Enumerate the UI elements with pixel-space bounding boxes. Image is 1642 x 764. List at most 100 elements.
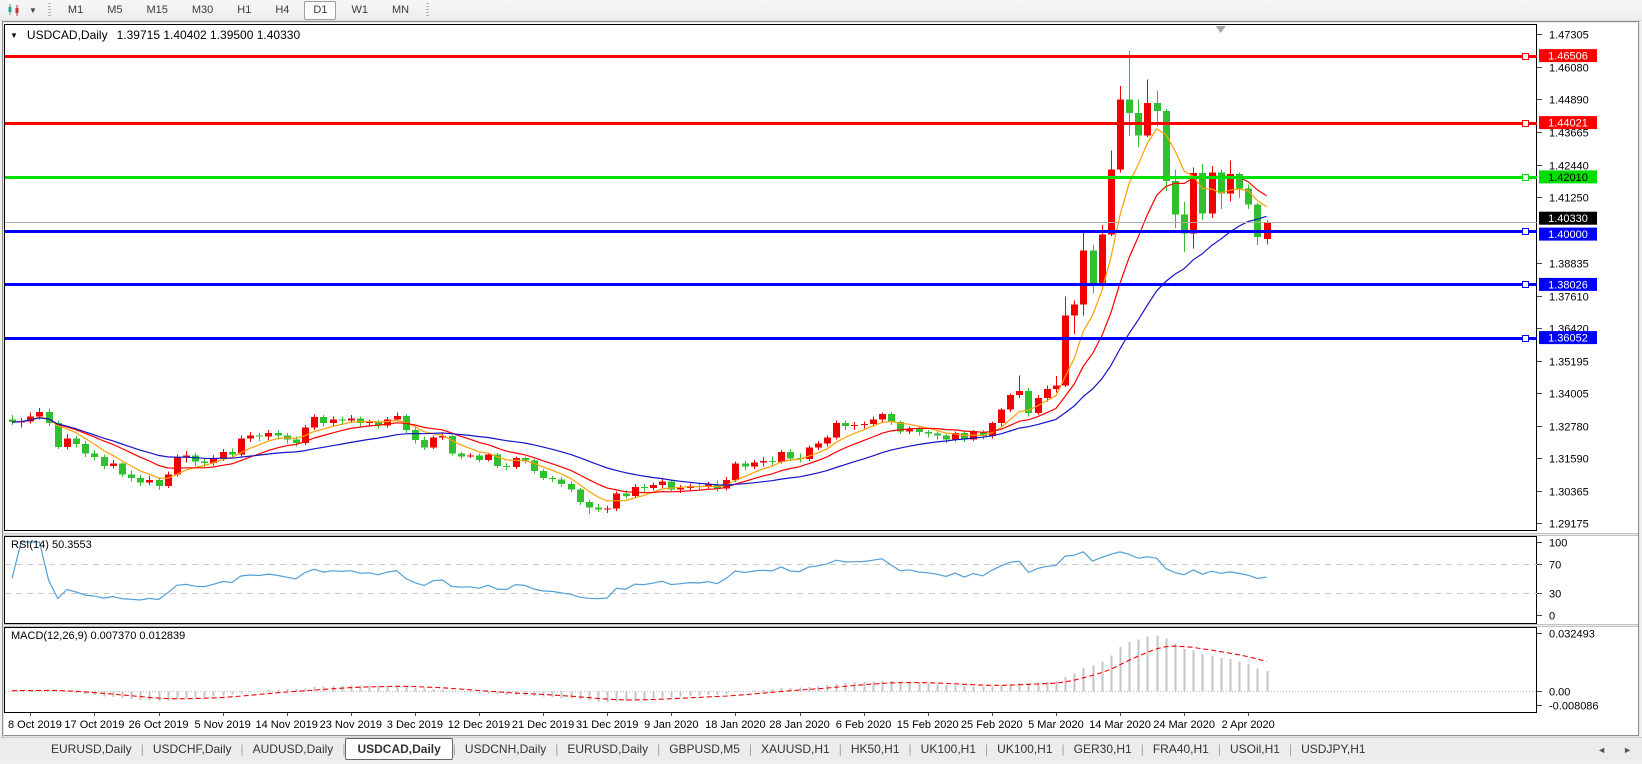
x-axis-label: 14 Nov 2019	[256, 719, 318, 731]
svg-text:100: 100	[1549, 538, 1567, 550]
svg-text:1.38835: 1.38835	[1549, 259, 1589, 271]
toolbar-grip-end[interactable]	[426, 3, 430, 17]
timeframe-M1[interactable]: M1	[67, 3, 84, 16]
time-axis[interactable]: 8 Oct 2019 17 Oct 2019 26 Oct 2019 5 Nov 20…	[4, 713, 1638, 735]
x-axis-label: 28 Jan 2020	[769, 719, 830, 731]
timeframe-M30[interactable]: M30	[191, 3, 214, 16]
price-chart-panel[interactable]: 1.47305 1.46080 1.44890 1.43665 1.42440 1.412…	[4, 23, 1638, 533]
tab-separator: |	[908, 742, 912, 756]
tabs-scroll-right-icon[interactable]: ►	[1623, 745, 1632, 755]
x-axis-label: 3 Dec 2019	[387, 719, 443, 731]
rsi-panel[interactable]: 100 70 30 0 RSI(14) 50.3553	[4, 536, 1638, 624]
tab-ger30-h1[interactable]: GER30,H1	[1073, 742, 1132, 756]
svg-text:1.44890: 1.44890	[1549, 95, 1589, 107]
timeframe-W1[interactable]: W1	[351, 3, 368, 16]
macd-panel[interactable]: 0.032493 0.00 -0.008086 MACD(12,26,9) 0.00…	[4, 627, 1638, 713]
tab-usdcnh-daily[interactable]: USDCNH,Daily	[464, 742, 547, 756]
x-axis-label: 8 Oct 2019	[8, 719, 62, 731]
svg-text:0.00: 0.00	[1549, 687, 1570, 699]
x-axis-label: 2 Apr 2020	[1222, 719, 1275, 731]
svg-text:1.46506: 1.46506	[1548, 51, 1588, 63]
chart-title: ▼ USDCAD,Daily 1.39715 1.40402 1.39500 1…	[10, 28, 300, 42]
svg-text:1.47305: 1.47305	[1549, 30, 1589, 42]
candlesticks	[9, 50, 1271, 514]
tab-separator: |	[1061, 742, 1065, 756]
status-strip	[0, 760, 1642, 764]
tab-separator: |	[838, 742, 842, 756]
tab-separator: |	[1288, 742, 1293, 756]
macd-signal-line	[11, 645, 1267, 701]
chart-style-tool-icon[interactable]	[4, 2, 25, 18]
tab-separator: |	[555, 742, 559, 756]
horizontal-lines	[5, 53, 1537, 342]
x-axis-label: 31 Dec 2019	[576, 719, 638, 731]
svg-text:0: 0	[1549, 611, 1555, 623]
symbol-dropdown-icon[interactable]: ▼	[10, 30, 18, 40]
x-axis-label: 5 Nov 2019	[194, 719, 250, 731]
tab-uk100-h1[interactable]: UK100,H1	[920, 742, 977, 756]
tab-gbpusd-m5[interactable]: GBPUSD,M5	[669, 742, 740, 756]
tab-fra40-h1[interactable]: FRA40,H1	[1152, 742, 1209, 756]
panel-splitter-2[interactable]	[4, 624, 1638, 627]
timeframe-D1[interactable]: D1	[304, 0, 337, 20]
svg-text:1.37610: 1.37610	[1549, 292, 1589, 304]
tab-separator: |	[140, 742, 144, 756]
tab-eurusd-daily[interactable]: EURUSD,Daily	[51, 742, 132, 756]
x-axis-label: 25 Feb 2020	[961, 719, 1023, 731]
mid-ma	[11, 175, 1267, 494]
svg-text:70: 70	[1549, 560, 1561, 572]
tab-usdjpy-h1[interactable]: USDJPY,H1	[1301, 742, 1366, 756]
x-axis-label: 23 Nov 2019	[320, 719, 382, 731]
tab-separator: |	[1217, 742, 1221, 756]
tab-separator: |	[240, 742, 244, 756]
tab-usoil-h1[interactable]: USOil,H1	[1229, 742, 1280, 756]
tab-audusd-daily[interactable]: AUDUSD,Daily	[252, 742, 334, 756]
svg-text:1.40330: 1.40330	[1548, 213, 1588, 225]
x-axis-label: 15 Feb 2020	[897, 719, 959, 731]
x-axis-label: 21 Dec 2019	[512, 719, 574, 731]
svg-text:1.38026: 1.38026	[1548, 279, 1588, 291]
x-axis-label: 18 Jan 2020	[705, 719, 766, 731]
tab-usdchf-daily[interactable]: USDCHF,Daily	[152, 742, 232, 756]
svg-text:-0.008086: -0.008086	[1549, 701, 1599, 713]
tab-usdcad-daily[interactable]: USDCAD,Daily	[345, 738, 453, 760]
tab-separator: |	[342, 742, 346, 756]
x-axis-label: 24 Mar 2020	[1153, 719, 1215, 731]
tab-separator: |	[657, 742, 661, 756]
price-axis: 1.47305 1.46080 1.44890 1.43665 1.42440 1.412…	[1537, 30, 1589, 531]
svg-text:30: 30	[1549, 589, 1561, 601]
tab-separator: |	[452, 742, 456, 756]
svg-text:1.42440: 1.42440	[1549, 161, 1589, 173]
tab-scroll-controls: ◄ ►	[1597, 745, 1632, 755]
timeframe-buttons: M1 M5 M15 M30 H1 H4 D1 W1 MN	[59, 0, 418, 20]
tab-xauusd-h1[interactable]: XAUUSD,H1	[761, 742, 830, 756]
slow-ma	[11, 215, 1267, 486]
tab-separator: |	[985, 742, 989, 756]
tool-dropdown-caret-icon[interactable]: ▼	[29, 5, 37, 15]
svg-text:0.032493: 0.032493	[1549, 629, 1595, 641]
timeframe-M15[interactable]: M15	[146, 3, 168, 16]
toolbar: ▼ M1 M5 M15 M30 H1 H4 D1 W1 MN	[0, 0, 1642, 21]
svg-text:1.30365: 1.30365	[1549, 487, 1589, 499]
toolbar-grip[interactable]	[47, 3, 51, 17]
panel-splitter-1[interactable]	[4, 533, 1638, 536]
timeframe-H1[interactable]: H1	[237, 3, 252, 16]
plot-border	[4, 24, 1537, 531]
svg-text:1.32780: 1.32780	[1549, 422, 1589, 434]
macd-label: MACD(12,26,9) 0.007370 0.012839	[11, 630, 186, 642]
svg-text:1.44021: 1.44021	[1548, 118, 1588, 130]
rsi-label: RSI(14) 50.3553	[11, 539, 92, 551]
price-badges: 1.46506 1.44021 1.42010 1.40000 1.38026 1.360…	[1539, 49, 1597, 345]
tab-uk100-h1[interactable]: UK100,H1	[997, 742, 1053, 756]
chart-tabs: EURUSD,Daily | USDCHF,Daily | AUDUSD,Daily | U…	[42, 738, 1375, 760]
tab-eurusd-daily[interactable]: EURUSD,Daily	[567, 742, 649, 756]
timeframe-MN[interactable]: MN	[391, 3, 410, 16]
timeframe-M5[interactable]: M5	[107, 3, 123, 16]
fast-ma	[11, 128, 1267, 502]
tab-hk50-h1[interactable]: HK50,H1	[850, 742, 900, 756]
timeframe-H4[interactable]: H4	[275, 3, 290, 16]
svg-text:1.43665: 1.43665	[1549, 128, 1589, 140]
tabs-scroll-left-icon[interactable]: ◄	[1597, 745, 1607, 755]
x-axis-label: 26 Oct 2019	[129, 719, 189, 731]
